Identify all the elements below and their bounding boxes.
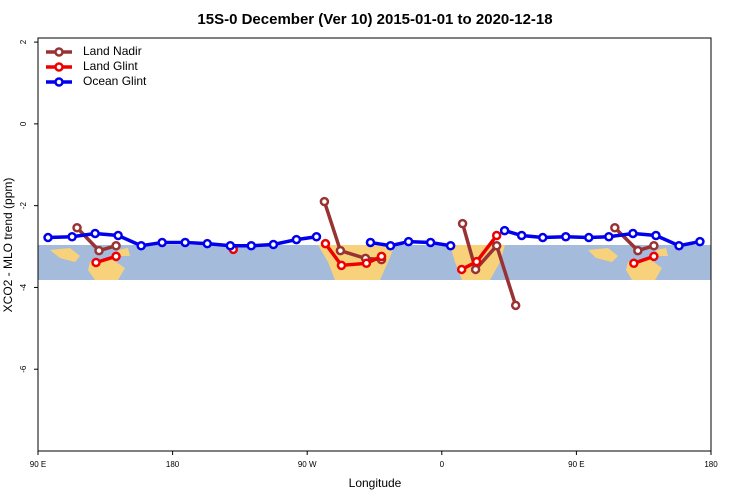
y-tick-label: 0	[19, 121, 28, 126]
point	[516, 230, 527, 241]
legend-marker	[54, 62, 64, 72]
point	[72, 222, 82, 233]
point	[43, 232, 53, 243]
point	[628, 228, 638, 239]
point	[510, 300, 521, 311]
x-tick-label: 0	[440, 460, 445, 469]
y-tick-label: 2	[19, 39, 28, 44]
point	[425, 237, 436, 248]
point	[335, 245, 346, 256]
y-tick-label: -2	[19, 202, 28, 210]
point	[457, 218, 468, 229]
point	[499, 225, 510, 236]
point	[604, 231, 614, 242]
legend-marker	[54, 77, 64, 87]
point	[491, 230, 502, 241]
point	[136, 240, 146, 251]
point	[319, 196, 330, 207]
map-background	[38, 245, 711, 280]
point	[561, 231, 571, 242]
point	[111, 251, 121, 262]
point	[651, 230, 661, 241]
point	[629, 258, 639, 269]
point	[268, 239, 279, 250]
point	[361, 258, 372, 269]
point	[67, 231, 77, 242]
point	[180, 237, 190, 248]
x-tick-label: 90 E	[568, 460, 584, 469]
point	[291, 234, 302, 245]
point	[491, 240, 502, 251]
point	[674, 240, 684, 251]
point	[225, 240, 236, 251]
point	[610, 222, 620, 233]
x-tick-label: 180	[166, 460, 180, 469]
point	[157, 237, 167, 248]
y-axis-label: XCO2 - MLO trend (ppm)	[1, 178, 15, 313]
point	[403, 236, 414, 247]
x-axis-label: Longitude	[349, 476, 402, 490]
point	[246, 240, 257, 251]
point	[111, 240, 121, 251]
chart-title: 15S-0 December (Ver 10) 2015-01-01 to 20…	[197, 11, 552, 28]
point	[470, 264, 481, 275]
point	[633, 245, 643, 256]
point	[584, 232, 594, 243]
point	[471, 256, 482, 267]
point	[538, 232, 548, 243]
point	[311, 231, 322, 242]
legend-label: Land Glint	[83, 59, 138, 73]
x-tick-label: 180	[704, 460, 718, 469]
point	[90, 228, 100, 239]
point	[94, 245, 104, 256]
x-tick-label: 90 W	[298, 460, 317, 469]
point	[456, 264, 467, 275]
plot-frame	[37, 37, 712, 452]
legend-marker	[54, 47, 64, 57]
point	[376, 251, 387, 262]
y-tick-label: -4	[19, 283, 28, 291]
y-tick-label: -6	[19, 365, 28, 373]
point	[91, 257, 101, 268]
point	[336, 260, 347, 271]
point	[649, 251, 659, 262]
legend-label: Ocean Glint	[83, 74, 147, 88]
point	[202, 238, 213, 249]
point	[649, 240, 659, 251]
x-tick-label: 90 E	[30, 460, 46, 469]
series-line	[95, 234, 655, 271]
point	[320, 238, 331, 249]
point	[365, 237, 376, 248]
legend-label: Land Nadir	[83, 44, 142, 58]
point	[113, 230, 123, 241]
point	[385, 240, 396, 251]
point	[445, 240, 456, 251]
point	[695, 236, 705, 247]
